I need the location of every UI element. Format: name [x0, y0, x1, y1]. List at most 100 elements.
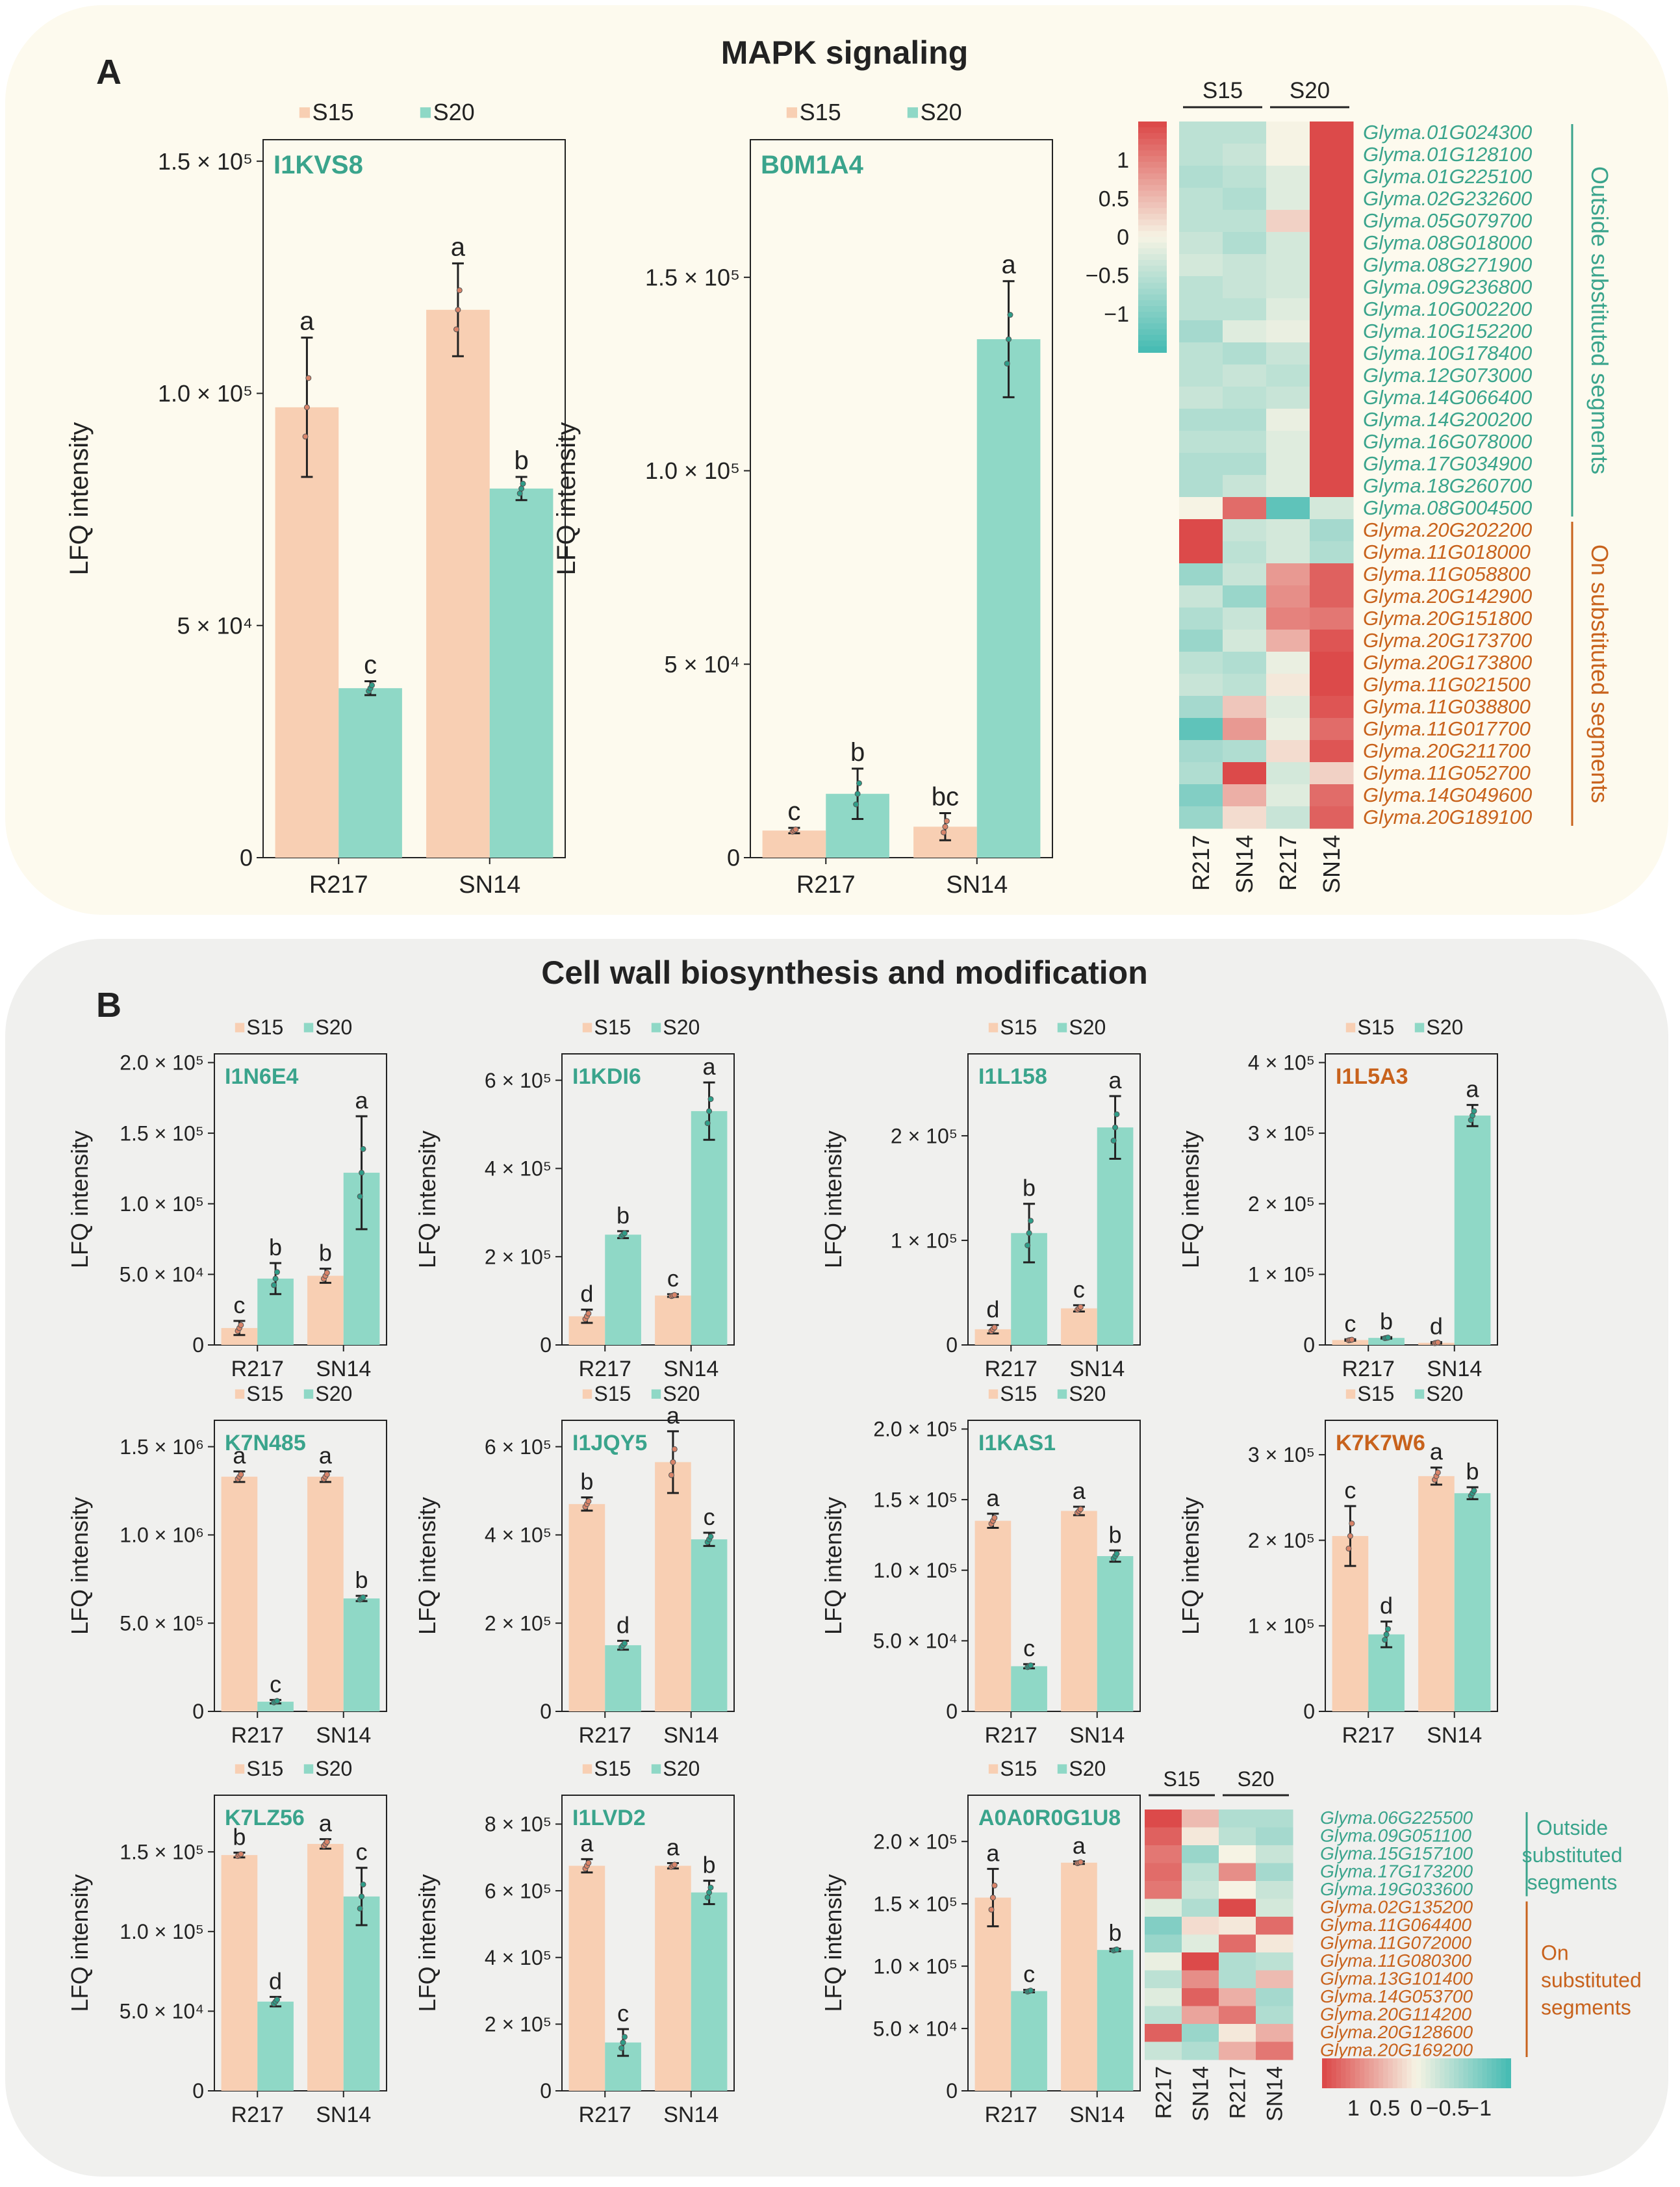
chart-11-ylabel: LFQ intensity: [414, 1874, 440, 2012]
heatmap-a-cell: [1223, 320, 1267, 343]
chart-3-point: [671, 1292, 678, 1298]
chart-5-point: [1471, 1108, 1477, 1114]
heatmap-b-scale-bar: [1468, 2058, 1473, 2088]
chart-9-point: [1347, 1533, 1353, 1539]
heatmap-a-cell: [1223, 740, 1267, 763]
chart-1-legend-swatch-s15: [786, 107, 797, 118]
chart-10-sig-letter: a: [319, 1810, 333, 1837]
heatmap-a-scale-bar: [1138, 179, 1167, 186]
heatmap-a-scale-bar: [1138, 190, 1167, 198]
chart-10-bar-s20: [343, 1896, 380, 2091]
heatmap-a-cell: [1310, 652, 1354, 674]
heatmap-a-scale-bar: [1138, 168, 1167, 174]
chart-6-bar-s15: [307, 1476, 344, 1711]
heatmap-a-cell: [1266, 144, 1310, 166]
chart-0-title: I1KVS8: [274, 151, 363, 179]
heatmap-a-scale-bar: [1138, 208, 1167, 214]
heatmap-a-scale-bar: [1138, 225, 1167, 232]
heatmap-b-scale-label: 0.5: [1369, 2096, 1400, 2121]
chart-12-sig-letter: c: [1023, 1961, 1035, 1988]
heatmap-a-scale-bar: [1138, 306, 1167, 313]
heatmap-b-cell: [1145, 1881, 1182, 1899]
heatmap-b-cell: [1219, 2024, 1256, 2042]
heatmap-b-cell: [1182, 1988, 1219, 2006]
heatmap-a-cell: [1310, 364, 1354, 387]
chart-3-point: [704, 1120, 711, 1127]
heatmap-a-group-label: S20: [1290, 78, 1330, 103]
heatmap-b-scale-bar: [1406, 2058, 1412, 2088]
chart-11-sig-letter: a: [580, 1830, 594, 1856]
chart-5-legend-swatch-s20: [1414, 1023, 1425, 1032]
heatmap-a-cell: [1179, 387, 1223, 409]
chart-9-legend-swatch-s15: [1345, 1389, 1356, 1399]
heatmap-b-row-label: Glyma.20G114200: [1320, 2004, 1471, 2025]
chart-12-point: [991, 1882, 998, 1889]
heatmap-b-cell: [1219, 1863, 1256, 1882]
heatmap-a-cell: [1310, 475, 1354, 498]
heatmap-a-scale-bar: [1138, 196, 1167, 203]
heatmap-a-cell: [1266, 784, 1310, 807]
chart-5-title: I1L5A3: [1336, 1064, 1408, 1089]
chart-8-bar-s15: [974, 1520, 1012, 1711]
chart-12-bar-s15: [1061, 1862, 1097, 2091]
heatmap-a-cell: [1223, 122, 1267, 144]
heatmap-a-row-label: Glyma.11G018000: [1363, 541, 1531, 563]
chart-5-ytick-label: 3 × 10⁵: [1248, 1121, 1315, 1145]
chart-6-bar-s15: [221, 1476, 258, 1711]
chart-3-legend-swatch-s20: [651, 1023, 661, 1032]
chart-6-ytick-label: 0: [192, 1700, 204, 1723]
chart-10-point: [324, 1839, 330, 1845]
chart-12-bar-s20: [1011, 1991, 1047, 2091]
chart-2-sig-letter: a: [355, 1087, 369, 1114]
heatmap-b-cell: [1182, 2006, 1219, 2025]
heatmap-b-cell: [1145, 1863, 1182, 1882]
heatmap-b-column-label: SN14: [1188, 2066, 1213, 2121]
heatmap-a-scale-label: −0.5: [1086, 264, 1129, 288]
chart-2-xtick-label: R217: [231, 1357, 284, 1381]
heatmap-a-cell: [1266, 585, 1310, 608]
heatmap-a-cell: [1266, 232, 1310, 255]
heatmap-a-column-label: R217: [1275, 835, 1301, 891]
heatmap-a-cell: [1179, 431, 1223, 454]
chart-7-bar-s15: [568, 1503, 605, 1711]
heatmap-b-cell: [1182, 1970, 1219, 1989]
heatmap-a-cell: [1310, 320, 1354, 343]
heatmap-a-cell: [1266, 519, 1310, 542]
heatmap-a-cell: [1223, 387, 1267, 409]
heatmap-b-scale-bar: [1458, 2058, 1464, 2088]
chart-8-legend-swatch-s20: [1057, 1389, 1067, 1399]
chart-4-legend-swatch-s15: [988, 1023, 999, 1032]
chart-9-sig-letter: c: [1344, 1477, 1356, 1503]
heatmap-b-column-label: R217: [1151, 2066, 1176, 2119]
heatmap-b-scale-label: −0.5: [1426, 2096, 1470, 2121]
chart-7-point: [621, 1640, 628, 1646]
chart-6-bar-s20: [343, 1598, 380, 1711]
chart-0-legend-s20: S20: [433, 99, 475, 125]
chart-5-point: [1434, 1339, 1441, 1346]
heatmap-a-cell: [1223, 144, 1267, 166]
heatmap-a-cell: [1310, 453, 1354, 476]
chart-11-legend-swatch-s15: [582, 1764, 592, 1774]
chart-10-ytick-label: 0: [192, 2079, 204, 2103]
heatmap-a-row-label: Glyma.16G078000: [1363, 430, 1532, 453]
heatmap-b-scale-bar: [1486, 2058, 1492, 2088]
chart-9-point: [1434, 1469, 1441, 1476]
chart-6-bar-s20: [257, 1702, 294, 1711]
chart-9-point: [1383, 1631, 1390, 1637]
chart-0-sig-letter: a: [451, 233, 466, 261]
heatmap-a-row-label: Glyma.01G225100: [1363, 165, 1532, 188]
chart-7-frame: [561, 1420, 735, 1712]
heatmap-a-scale-bar: [1138, 271, 1167, 278]
heatmap-b-cell: [1256, 1881, 1293, 1899]
chart-7-title: I1JQY5: [572, 1431, 647, 1455]
heatmap-a-cell: [1223, 254, 1267, 277]
chart-3-point: [707, 1096, 714, 1103]
heatmap-b-cell: [1219, 1810, 1256, 1828]
chart-3-frame: [561, 1053, 735, 1346]
chart-5-frame: [1325, 1053, 1498, 1346]
heatmap-a-cell: [1310, 232, 1354, 255]
chart-1-point: [1004, 361, 1010, 367]
chart-8-point: [991, 1515, 998, 1521]
heatmap-a-cell: [1223, 276, 1267, 299]
heatmap-a-row-label: Glyma.11G038800: [1363, 695, 1531, 718]
